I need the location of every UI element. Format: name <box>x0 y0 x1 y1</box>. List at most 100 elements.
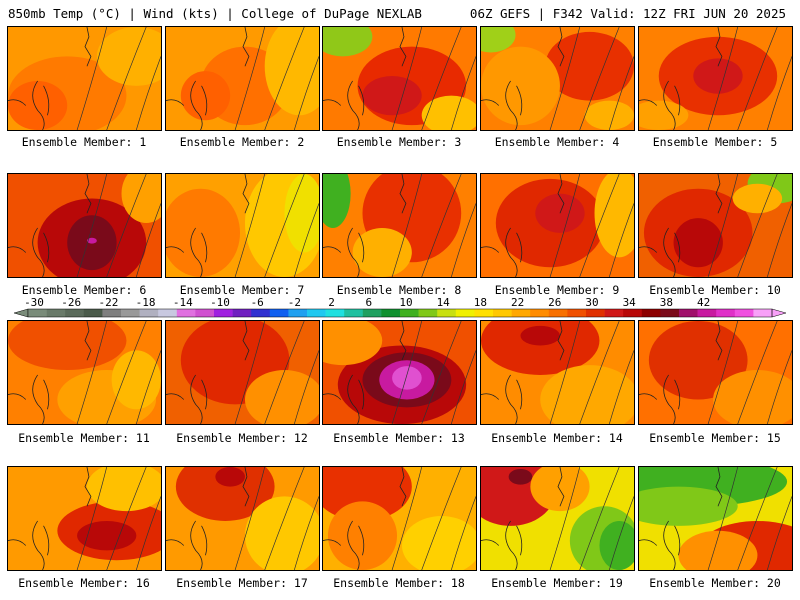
temperature-field-shading <box>175 467 275 521</box>
height-contour <box>766 203 792 277</box>
geography-outline <box>84 27 92 67</box>
colorbar-segment <box>28 309 47 317</box>
colorbar-segment <box>400 309 419 317</box>
geography-outline <box>639 246 658 253</box>
colorbar-segment <box>586 309 605 317</box>
height-contour <box>106 174 147 277</box>
height-contour <box>737 27 778 130</box>
ensemble-member-label: Ensemble Member: 5 <box>652 135 778 149</box>
colorbar-segment <box>139 309 159 317</box>
geography-outline <box>166 539 185 546</box>
colorbar-tick-label: -2 <box>288 296 301 309</box>
colorbar-segment <box>753 309 773 317</box>
colorbar-segment <box>474 309 494 317</box>
geography-outline <box>715 174 723 214</box>
geography-outline <box>323 99 342 106</box>
height-contour <box>450 496 476 570</box>
temperature-map-svg <box>481 27 634 130</box>
colorbar-tick-label: 18 <box>474 296 487 309</box>
colorbar-segment <box>65 309 85 317</box>
height-contour <box>264 321 305 424</box>
temperature-field-shading <box>693 58 743 94</box>
height-contour <box>450 203 476 277</box>
height-contour <box>608 350 634 424</box>
geography-outline <box>190 374 203 424</box>
colorbar-segment <box>437 309 457 317</box>
temperature-field-shading <box>481 321 600 375</box>
height-contour <box>135 496 161 570</box>
geography-outline <box>201 232 208 263</box>
temperature-field-shading <box>545 31 634 101</box>
height-contour <box>106 27 147 130</box>
height-contour <box>579 321 620 424</box>
geography-outline <box>358 232 365 263</box>
ensemble-member-label: Ensemble Member: 18 <box>333 576 465 590</box>
temperature-field-shading <box>244 496 319 570</box>
geography-outline <box>32 520 45 570</box>
geography-outline <box>715 27 723 67</box>
colorbar-segment <box>362 309 382 317</box>
colorbar-tick-label: -10 <box>210 296 230 309</box>
colorbar-tick-label: -18 <box>136 296 156 309</box>
geography-outline <box>242 321 250 361</box>
temperature-field-shading <box>86 237 97 244</box>
temperature-field-shading <box>520 325 560 346</box>
temperature-field-shading <box>86 467 161 512</box>
geography-outline <box>505 374 518 424</box>
map-title: 850mb Temp (°C) | Wind (kts) | College o… <box>8 6 422 21</box>
geography-outline <box>639 393 658 400</box>
temperature-field-shading <box>401 516 476 570</box>
temperature-map-svg <box>8 321 161 424</box>
geography-outline <box>505 520 518 570</box>
geography-outline <box>190 227 203 277</box>
colorbar-segment <box>288 309 308 317</box>
geography-outline <box>166 393 185 400</box>
colorbar-segment <box>195 309 215 317</box>
temperature-field-shading <box>323 174 351 228</box>
geography-outline <box>323 246 342 253</box>
height-contour <box>106 321 147 424</box>
temperature-field-shading <box>713 370 792 424</box>
geography-outline <box>663 520 676 570</box>
height-contour <box>135 203 161 277</box>
run-valid-time: 06Z GEFS | F342 Valid: 12Z FRI JUN 20 20… <box>469 6 786 21</box>
ensemble-member-label: Ensemble Member: 17 <box>176 576 308 590</box>
height-contour <box>549 321 581 424</box>
colorbar-tick-label: 2 <box>328 296 335 309</box>
height-contour <box>549 27 581 130</box>
ensemble-member-label: Ensemble Member: 13 <box>333 431 465 445</box>
geography-outline <box>399 174 407 214</box>
geography-outline <box>190 520 203 570</box>
ensemble-member-label: Ensemble Member: 4 <box>494 135 620 149</box>
height-contour <box>450 56 476 130</box>
ensemble-member-label: Ensemble Member: 11 <box>18 431 150 445</box>
colorbar-arrow-low <box>13 308 29 318</box>
height-contour <box>766 350 792 424</box>
geography-outline <box>516 85 523 116</box>
temperature-map-svg <box>323 321 476 424</box>
ensemble-member-label: Ensemble Member: 7 <box>179 283 305 297</box>
height-contour <box>293 350 319 424</box>
geography-outline <box>358 379 365 410</box>
colorbar-segment <box>214 309 233 317</box>
temperature-field-shading <box>96 27 161 86</box>
ensemble-member-label: Ensemble Member: 15 <box>649 431 781 445</box>
height-contour <box>293 203 319 277</box>
ensemble-member-map <box>7 466 162 571</box>
temperature-field-shading <box>673 218 723 268</box>
colorbar-segment <box>269 309 289 317</box>
colorbar-tick-label: 30 <box>585 296 598 309</box>
height-contour <box>76 27 108 130</box>
temperature-field-shading <box>732 183 783 214</box>
temperature-map-svg <box>639 467 792 570</box>
height-contour <box>707 321 739 424</box>
geography-outline <box>323 393 342 400</box>
temperature-field-shading <box>284 174 319 253</box>
ensemble-member-map <box>7 26 162 131</box>
ensemble-member-map <box>480 320 635 425</box>
colorbar-segment <box>660 309 680 317</box>
temperature-map-svg <box>166 321 319 424</box>
geography-outline <box>242 174 250 214</box>
ensemble-member-map <box>322 173 477 278</box>
geography-outline <box>557 27 565 67</box>
